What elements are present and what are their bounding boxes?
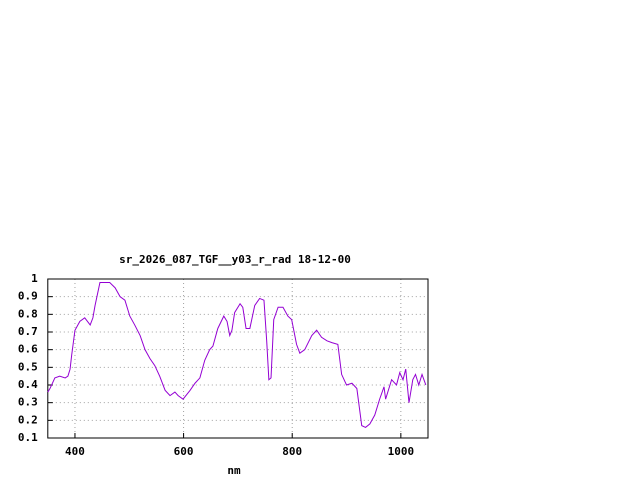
y-tick-label: 0.1 (18, 431, 38, 444)
x-tick-label: 600 (174, 445, 194, 458)
y-tick-label: 0.6 (18, 343, 38, 356)
data-line (47, 282, 427, 428)
x-tick-label: 800 (282, 445, 302, 458)
x-tick-label: 1000 (388, 445, 415, 458)
y-tick-label: 0.4 (18, 378, 38, 391)
chart-title: sr_2026_087_TGF__y03_r_rad 18-12-00 (119, 253, 351, 266)
y-tick-label: 1 (31, 272, 38, 285)
y-tick-label: 0.9 (18, 290, 38, 303)
y-tick-label: 0.7 (18, 325, 38, 338)
y-tick-label: 0.8 (18, 307, 38, 320)
y-tick-label: 0.3 (18, 396, 38, 409)
x-axis-label: nm (227, 464, 241, 477)
y-tick-label: 0.2 (18, 413, 38, 426)
plot-frame (47, 278, 429, 439)
x-tick-label: 400 (65, 445, 85, 458)
y-tick-label: 0.5 (18, 360, 38, 373)
